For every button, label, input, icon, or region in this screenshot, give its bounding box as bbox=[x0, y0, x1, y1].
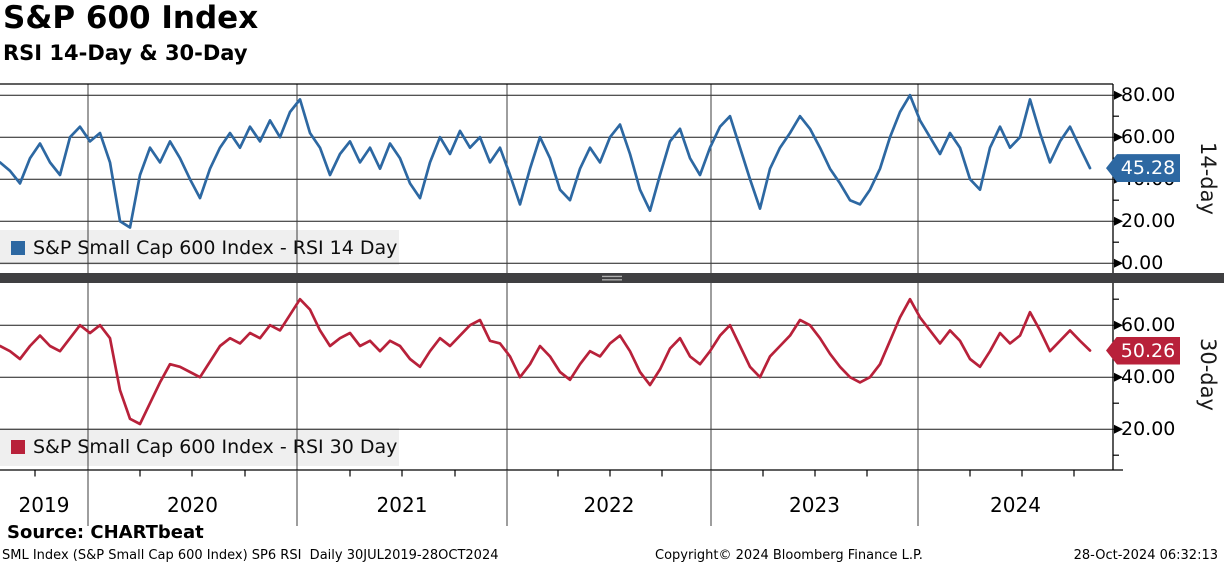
page-title: S&P 600 Index bbox=[3, 0, 259, 36]
page-subtitle: RSI 14-Day & 30-Day bbox=[3, 41, 248, 65]
y-axis-title-30-day: 30-day bbox=[1196, 337, 1220, 411]
y-axis-title-14-day: 14-day bbox=[1196, 141, 1220, 215]
legend-label: S&P Small Cap 600 Index - RSI 14 Day bbox=[33, 236, 398, 259]
last-value-badge-14-day: 45.28 bbox=[1106, 154, 1180, 183]
panel-divider[interactable] bbox=[0, 273, 1224, 283]
footer-copyright: Copyright© 2024 Bloomberg Finance L.P. bbox=[655, 548, 923, 563]
footer-ticker-description: SML Index (S&P Small Cap 600 Index) SP6 … bbox=[2, 548, 499, 563]
legend-rsi-14-day[interactable]: S&P Small Cap 600 Index - RSI 14 Day bbox=[0, 230, 399, 265]
legend-swatch-blue-icon bbox=[11, 240, 25, 255]
legend-swatch-red-icon bbox=[11, 440, 25, 454]
last-value-badge-30-day: 50.26 bbox=[1106, 336, 1180, 365]
footer-timestamp: 28-Oct-2024 06:32:13 bbox=[1073, 548, 1218, 563]
source-caption: Source: CHARTbeat bbox=[7, 522, 204, 543]
legend-rsi-30-day[interactable]: S&P Small Cap 600 Index - RSI 30 Day bbox=[0, 428, 399, 466]
legend-label: S&P Small Cap 600 Index - RSI 30 Day bbox=[33, 436, 398, 458]
